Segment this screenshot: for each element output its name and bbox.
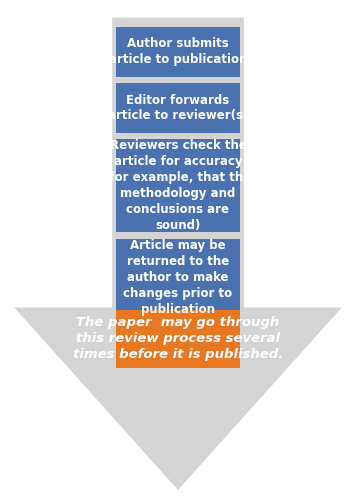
Text: Author submits
article to publication: Author submits article to publication — [109, 37, 247, 66]
FancyBboxPatch shape — [116, 310, 240, 368]
Text: Reviewers check the
article for accuracy
(for example, that the
methodology and
: Reviewers check the article for accuracy… — [104, 139, 252, 232]
FancyBboxPatch shape — [116, 140, 240, 232]
Text: Editor forwards
article to reviewer(s): Editor forwards article to reviewer(s) — [108, 94, 248, 122]
Text: The paper  may go through
this review process several
times before it is publish: The paper may go through this review pro… — [73, 316, 283, 361]
FancyBboxPatch shape — [116, 26, 240, 76]
FancyBboxPatch shape — [116, 83, 240, 133]
Polygon shape — [14, 18, 342, 490]
Text: Article may be
returned to the
author to make
changes prior to
publication: Article may be returned to the author to… — [124, 239, 232, 316]
FancyBboxPatch shape — [116, 238, 240, 316]
